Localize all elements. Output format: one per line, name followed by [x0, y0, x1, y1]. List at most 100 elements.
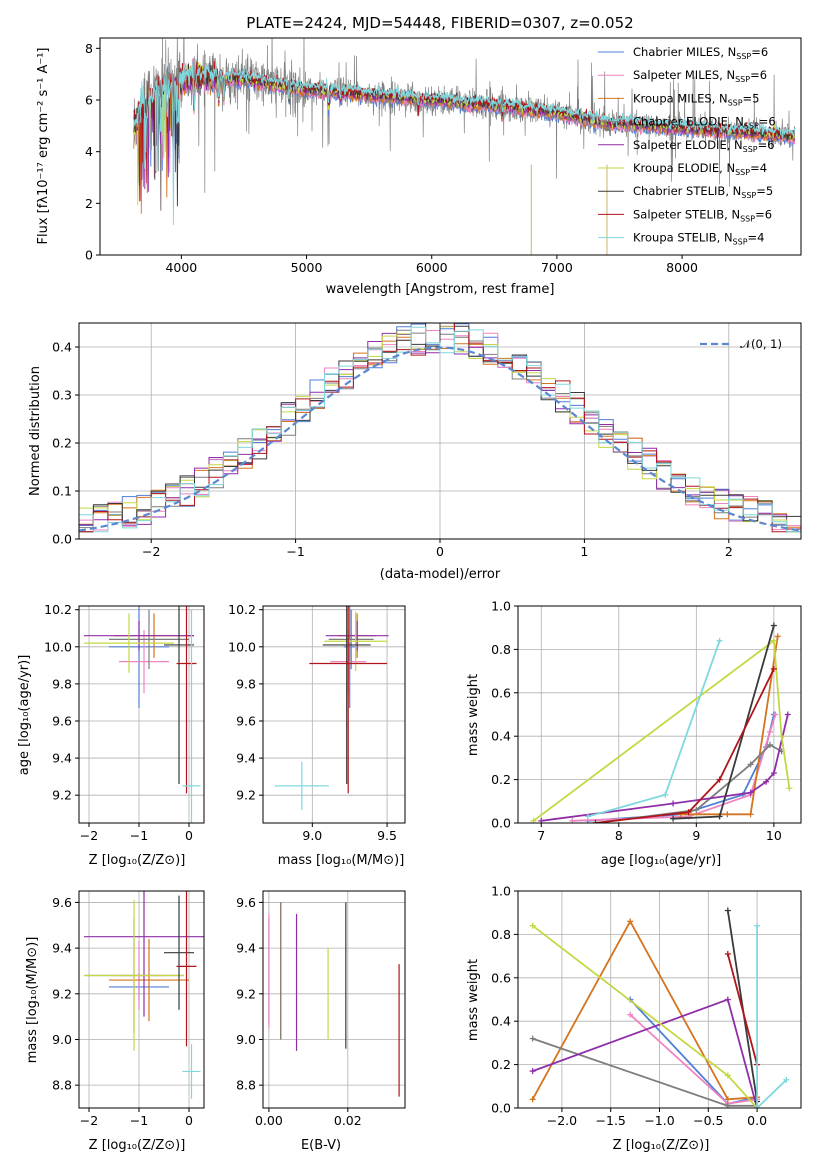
y-tick-label: 6: [85, 93, 93, 108]
spectrum-xlabel: wavelength [Angstrom, rest frame]: [326, 282, 555, 297]
mass-z-ylabel: mass [log₁₀(M/M⊙)]: [25, 937, 40, 1064]
x-tick-label: −1.0: [644, 1113, 674, 1128]
plot-area: [84, 606, 201, 823]
x-tick-label: −0.5: [693, 1113, 723, 1128]
legend-label: Chabrier ELODIE, NSSP=6: [633, 115, 776, 131]
y-tick-label: 9.6: [236, 713, 256, 728]
age-mass-xlabel: mass [log₁₀(M/M⊙)]: [278, 853, 405, 868]
mass-weight-line-7: [595, 668, 775, 823]
x-tick-label: 0.02: [334, 1113, 362, 1128]
y-tick-label: 4: [85, 144, 93, 159]
x-tick-label: 7000: [541, 260, 573, 275]
y-tick-label: 0.2: [491, 772, 511, 787]
x-tick-label: 0: [436, 544, 444, 559]
legend-label: Chabrier STELIB, NSSP=5: [633, 184, 773, 200]
legend-label: Salpeter ELODIE, NSSP=6: [633, 138, 775, 154]
y-tick-label: 9.2: [236, 788, 256, 803]
x-tick-label: −1: [130, 828, 148, 843]
x-tick-label: 6000: [416, 260, 448, 275]
x-tick-label: −1.5: [596, 1113, 626, 1128]
mass-z-xlabel: Z [log₁₀(Z/Z⊙)]: [89, 1138, 186, 1153]
y-tick-label: 9.6: [52, 895, 72, 910]
mw-z-xlabel: Z [log₁₀(Z/Z⊙)]: [613, 1138, 710, 1153]
mass-weight-line-5: [532, 639, 791, 822]
plot-area: [529, 907, 790, 1108]
y-tick-label: 0.8: [491, 927, 511, 942]
axes-frame: [517, 605, 802, 824]
y-tick-label: 9.4: [236, 941, 256, 956]
x-tick-label: 0.00: [255, 1113, 283, 1128]
y-tick-label: 0.0: [491, 816, 511, 831]
y-tick-label: 0: [85, 248, 93, 263]
y-tick-label: 9.2: [236, 986, 256, 1001]
y-tick-label: 9.0: [236, 1032, 256, 1047]
x-tick-label: 5000: [291, 260, 323, 275]
age-vs-metallicity-panel: −2 −1 0 9.2 9.4 9.6 9.8 10.0 10.2: [44, 602, 205, 843]
y-tick-label: 9.4: [236, 751, 256, 766]
x-tick-label: −2: [142, 544, 160, 559]
spectrum-panel: 4000 5000 6000 7000 8000 0 2 4 6 8 Chabrier MILES,…: [85, 37, 802, 275]
mass-weight-vs-metallicity-panel: −2.0 −1.5 −1.0 −0.5 0.0 0.0 0.2 0.4 0.6 0.8 1.0: [491, 884, 802, 1128]
residual-histogram-7: [79, 323, 801, 533]
residual-ylabel: Normed distribution: [28, 366, 43, 496]
plot-area: [84, 891, 204, 1099]
y-tick-label: 0.1: [52, 484, 72, 499]
model-spectrum-8: [133, 60, 796, 226]
normal-reference-curve: [79, 346, 801, 532]
y-tick-label: 0.2: [491, 1057, 511, 1072]
age-z-xlabel: Z [log₁₀(Z/Z⊙)]: [89, 853, 186, 868]
y-tick-label: 9.2: [52, 788, 72, 803]
y-tick-label: 9.2: [52, 986, 72, 1001]
age-vs-mass-panel: 9.0 9.5 9.2 9.4 9.6 9.8 10.0 10.2: [228, 602, 406, 843]
x-tick-label: 0: [185, 828, 193, 843]
axes-frame: [78, 322, 802, 540]
legend-label: Kroupa ELODIE, NSSP=4: [633, 161, 767, 177]
plot-area: [268, 902, 400, 1097]
legend-label: Salpeter STELIB, NSSP=6: [633, 207, 772, 223]
y-tick-label: 9.4: [52, 751, 72, 766]
x-tick-label: 7: [537, 828, 545, 843]
grid: [263, 606, 405, 823]
mw-age-xlabel: age [log₁₀(age/yr)]: [601, 853, 722, 868]
plot-area: [274, 606, 389, 811]
axes-frame: [262, 605, 406, 824]
plot-area: [133, 38, 796, 255]
y-tick-label: 9.6: [236, 895, 256, 910]
y-tick-label: 0.4: [52, 340, 72, 355]
mass-ebv-xlabel: E(B-V): [301, 1138, 341, 1153]
y-tick-label: 2: [85, 196, 93, 211]
legend-label: Chabrier MILES, NSSP=6: [633, 45, 768, 61]
y-tick-label: 0.0: [491, 1101, 511, 1116]
y-tick-label: 10.2: [44, 602, 72, 617]
mass-weight-line-2: [680, 636, 779, 816]
grid: [518, 605, 801, 824]
y-tick-label: 9.4: [52, 941, 72, 956]
y-tick-label: 8: [85, 41, 93, 56]
y-tick-label: 8.8: [52, 1078, 72, 1093]
x-tick-label: 9.5: [377, 828, 397, 843]
x-tick-label: 10: [766, 828, 782, 843]
mass-weight-line-4: [541, 714, 789, 822]
mass-vs-ebv-panel: 0.00 0.02 8.8 9.0 9.2 9.4 9.6: [236, 890, 406, 1128]
legend-label: Salpeter MILES, NSSP=6: [633, 68, 767, 84]
axes-frame: [517, 890, 802, 1109]
legend-label: 𝒩(0, 1): [740, 337, 782, 351]
x-tick-label: 1: [580, 544, 588, 559]
x-tick-label: 9: [692, 828, 700, 843]
y-tick-label: 0.6: [491, 970, 511, 985]
x-tick-label: 0.0: [747, 1113, 767, 1128]
x-tick-label: −2.0: [547, 1113, 577, 1128]
axes-frame: [262, 890, 406, 1109]
y-tick-label: 0.0: [52, 532, 72, 547]
x-tick-label: 8: [615, 828, 623, 843]
y-tick-label: 0.4: [491, 729, 511, 744]
figure-title: PLATE=2424, MJD=54448, FIBERID=0307, z=0…: [246, 14, 633, 32]
mass-weight-vs-age-panel: 7 8 9 10 0.0 0.2 0.4 0.6 0.8 1.0: [491, 599, 802, 843]
mass-vs-metallicity-panel: −2 −1 0 8.8 9.0 9.2 9.4 9.6: [52, 890, 205, 1128]
x-tick-label: 9.0: [302, 828, 322, 843]
mw-z-ylabel: mass weight: [466, 959, 481, 1041]
plot-area: [79, 323, 801, 533]
x-tick-label: −1: [286, 544, 304, 559]
